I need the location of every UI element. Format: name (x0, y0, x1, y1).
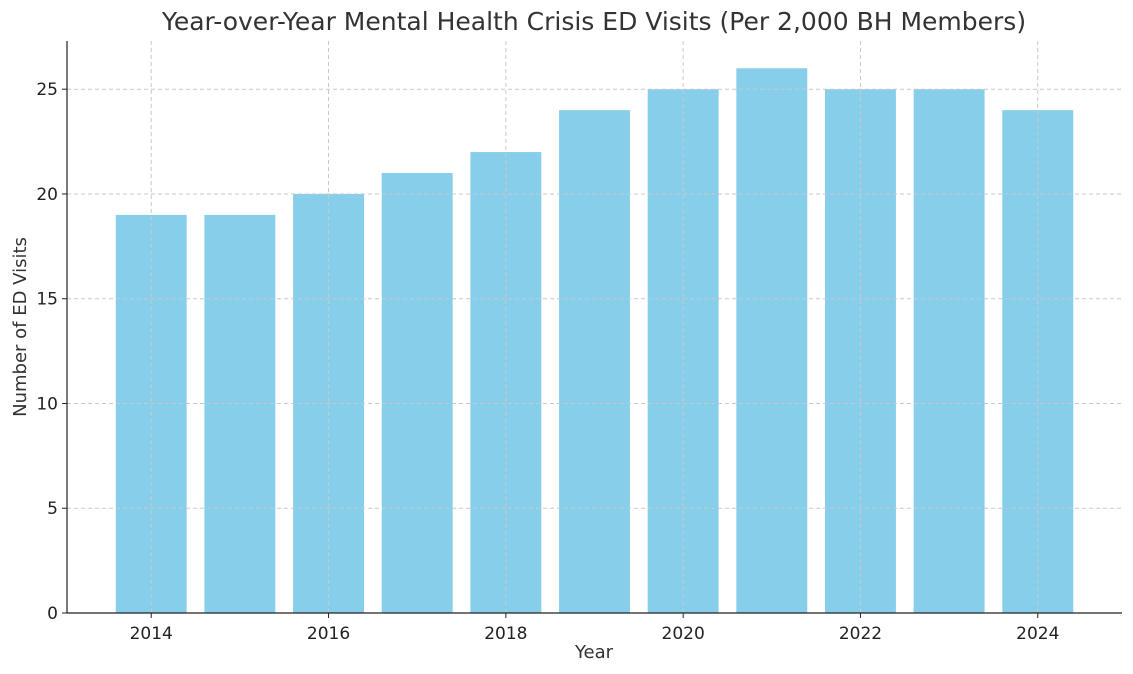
x-tick-label: 2020 (662, 624, 705, 644)
bar-2018 (470, 152, 542, 614)
bar-2017 (381, 173, 453, 613)
grid (67, 41, 1122, 613)
chart-title: Year-over-Year Mental Health Crisis ED V… (161, 7, 1026, 36)
ticks: 0 5 10 15 20 25 2014 2016 2018 2020 2022 2024 (36, 80, 1059, 644)
x-tick-label: 2018 (484, 624, 527, 644)
y-tick-label: 15 (36, 290, 58, 310)
axes (66, 41, 1122, 614)
y-tick-label: 20 (36, 185, 58, 205)
y-tick-label: 25 (36, 80, 58, 100)
x-tick-label: 2024 (1016, 624, 1059, 644)
bar-2023 (913, 89, 985, 613)
x-tick-label: 2016 (307, 624, 350, 644)
bar-2021 (736, 68, 808, 613)
bars (115, 68, 1074, 614)
x-tick-label: 2022 (839, 624, 882, 644)
bar-2024 (1002, 110, 1074, 614)
y-tick-label: 10 (36, 394, 58, 414)
y-axis-label: Number of ED Visits (10, 237, 31, 417)
x-axis-label: Year (574, 642, 614, 663)
y-tick-label: 0 (47, 604, 58, 624)
bar-2019 (559, 110, 630, 614)
x-tick-label: 2014 (130, 624, 173, 644)
bar-2015 (204, 214, 276, 613)
y-tick-label: 5 (47, 499, 58, 519)
